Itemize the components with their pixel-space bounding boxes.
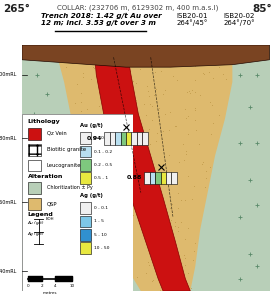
Bar: [150, 172, 155, 184]
Polygon shape: [94, 45, 190, 291]
Polygon shape: [54, 45, 232, 291]
Polygon shape: [22, 45, 270, 67]
Text: ISB20-02
264°/70°: ISB20-02 264°/70°: [223, 13, 255, 26]
Bar: [104, 132, 110, 145]
Bar: [137, 132, 142, 145]
Text: 265°: 265°: [3, 4, 30, 14]
Bar: [166, 172, 172, 184]
Bar: [120, 132, 126, 145]
Text: Trench 2018: 1.42 g/t Au over
12 m; incl. 3.53 g/t over 3 m: Trench 2018: 1.42 g/t Au over 12 m; incl…: [41, 13, 162, 26]
Text: ISB20-01
264°/45°: ISB20-01 264°/45°: [177, 13, 208, 26]
Text: 0.88: 0.88: [126, 175, 142, 180]
Text: 380mRL: 380mRL: [0, 136, 17, 141]
Bar: [142, 132, 148, 145]
Bar: [115, 132, 120, 145]
Bar: [144, 172, 150, 184]
Text: 340mRL: 340mRL: [0, 269, 17, 274]
Bar: [172, 172, 177, 184]
Text: 400mRL: 400mRL: [0, 72, 17, 77]
Bar: [131, 132, 137, 145]
Bar: [155, 172, 161, 184]
Polygon shape: [22, 45, 270, 291]
Bar: [126, 132, 131, 145]
Text: 0.94: 0.94: [86, 136, 102, 141]
Text: 360mRL: 360mRL: [0, 200, 17, 205]
Bar: [110, 132, 115, 145]
Text: 85°: 85°: [253, 4, 272, 14]
Text: COLLAR: (232706 m, 6129302 m, 400 m.a.s.l): COLLAR: (232706 m, 6129302 m, 400 m.a.s.…: [57, 4, 218, 11]
Bar: [161, 172, 166, 184]
